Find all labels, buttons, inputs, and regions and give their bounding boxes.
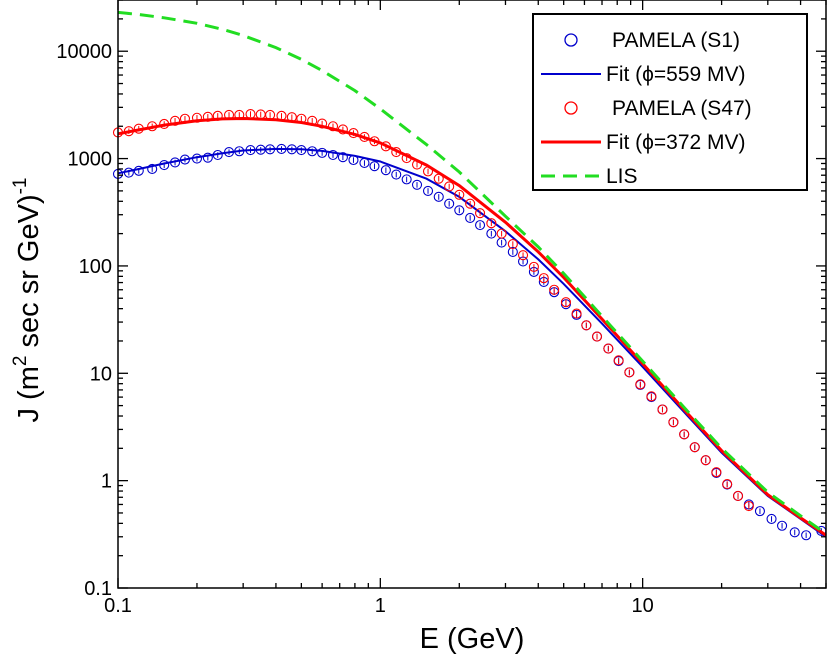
y-tick-label: 0.1 [84,578,112,600]
series-0-point [465,212,476,223]
series-0-point [327,149,339,161]
series-0-point [337,152,348,163]
series-2-point [496,228,507,239]
series-0-point [486,228,497,239]
series-2-point [635,379,646,390]
series-2-point [732,490,744,502]
series-0-point [202,152,213,163]
series-2-point [613,355,624,366]
series-2-point [327,121,339,132]
y-tick-label: 1000 [68,149,113,171]
legend-marker [564,33,578,47]
legend-label: Fit (ϕ=372 MV) [606,131,746,154]
series-2-point [507,238,518,250]
series-2-point [668,417,679,428]
series-2-point [743,500,754,512]
x-tick-label: 0.1 [104,595,132,617]
series-0-point [444,198,455,209]
series-0-point [801,530,812,541]
series-0-point [317,147,328,158]
y-axis-title-sup1: 2 [10,356,31,367]
series-2-point [528,261,539,272]
x-tick-label: 1 [375,595,386,617]
series-0-point [433,191,444,202]
legend-box [532,13,808,191]
series-2-point [538,273,549,284]
series-2-point [571,308,582,319]
legend-marker [564,101,578,115]
series-layer [112,10,827,541]
legend-label: LIS [606,165,638,188]
series-0-point [754,506,765,517]
legend-item-0: PAMELA (S1) [564,29,740,52]
legend-label: PAMELA (S47) [612,97,752,120]
series-2-point [581,320,592,331]
series-2-point [454,189,465,200]
series-0-point [401,174,412,185]
x-axis-title: E (GeV) [420,623,525,655]
series-0-point [422,185,434,196]
series-4-line [117,10,827,536]
legend-item-2: PAMELA (S47) [564,97,752,120]
series-2-point [646,391,657,402]
series-0-point [454,205,465,216]
series-0-point [380,165,391,176]
series-2-point [722,478,733,490]
series-0-point [147,163,158,175]
series-2-point [679,429,690,440]
series-0-point [789,527,800,538]
y-tick-label: 10000 [56,41,112,63]
series-2-point [689,442,700,453]
legend-label: PAMELA (S1) [612,29,740,52]
series-2-point [444,181,455,192]
series-0-point [507,246,518,257]
series-2-point [603,343,614,354]
series-0-point [411,179,423,190]
legend-items: PAMELA (S1) Fit (ϕ=559 MV) PAMELA (S47) Fit… [541,29,752,188]
y-axis-title: J (m2 sec sr GeV)-1 [10,177,45,422]
series-2-point [657,404,668,415]
y-tick-label: 1 [101,471,112,493]
series-2-point [486,218,497,229]
series-2-point [317,118,328,129]
series-2-point [700,455,711,466]
legend-item-1: Fit (ϕ=559 MV) [541,63,746,86]
y-tick-label: 10 [90,363,112,385]
series-2-point [560,297,571,308]
x-tick-label: 10 [632,595,654,617]
plot-frame [117,0,827,589]
series-0-point [777,520,788,531]
y-tick-label: 100 [79,256,112,278]
series-0-point [766,513,777,524]
series-0-point [369,161,380,172]
ticks-layer: 0.1 1 10 0.1 1 10 100 1000 10000 [56,0,827,617]
series-3-line [117,116,827,537]
series-0-point [475,220,486,231]
series-2-point [475,208,486,219]
legend-item-3: Fit (ϕ=372 MV) [541,131,746,154]
series-2-point [549,284,560,295]
series-2-point [465,198,476,209]
y-axis-title-prefix: J (m [13,366,45,422]
series-1-line [117,147,827,538]
y-axis-title-sup2: -1 [10,177,31,194]
series-0-point [391,169,402,180]
series-2-point [517,250,529,261]
y-axis-title-middle: sec sr GeV) [13,194,45,355]
legend-item-4: LIS [541,165,638,188]
series-2-point [170,115,181,126]
series-2-point [624,367,635,378]
series-2-point [591,331,603,342]
series-2-point [711,467,722,478]
legend: PAMELA (S1) Fit (ϕ=559 MV) PAMELA (S47) Fit… [532,13,808,191]
legend-label: Fit (ϕ=559 MV) [606,63,746,86]
